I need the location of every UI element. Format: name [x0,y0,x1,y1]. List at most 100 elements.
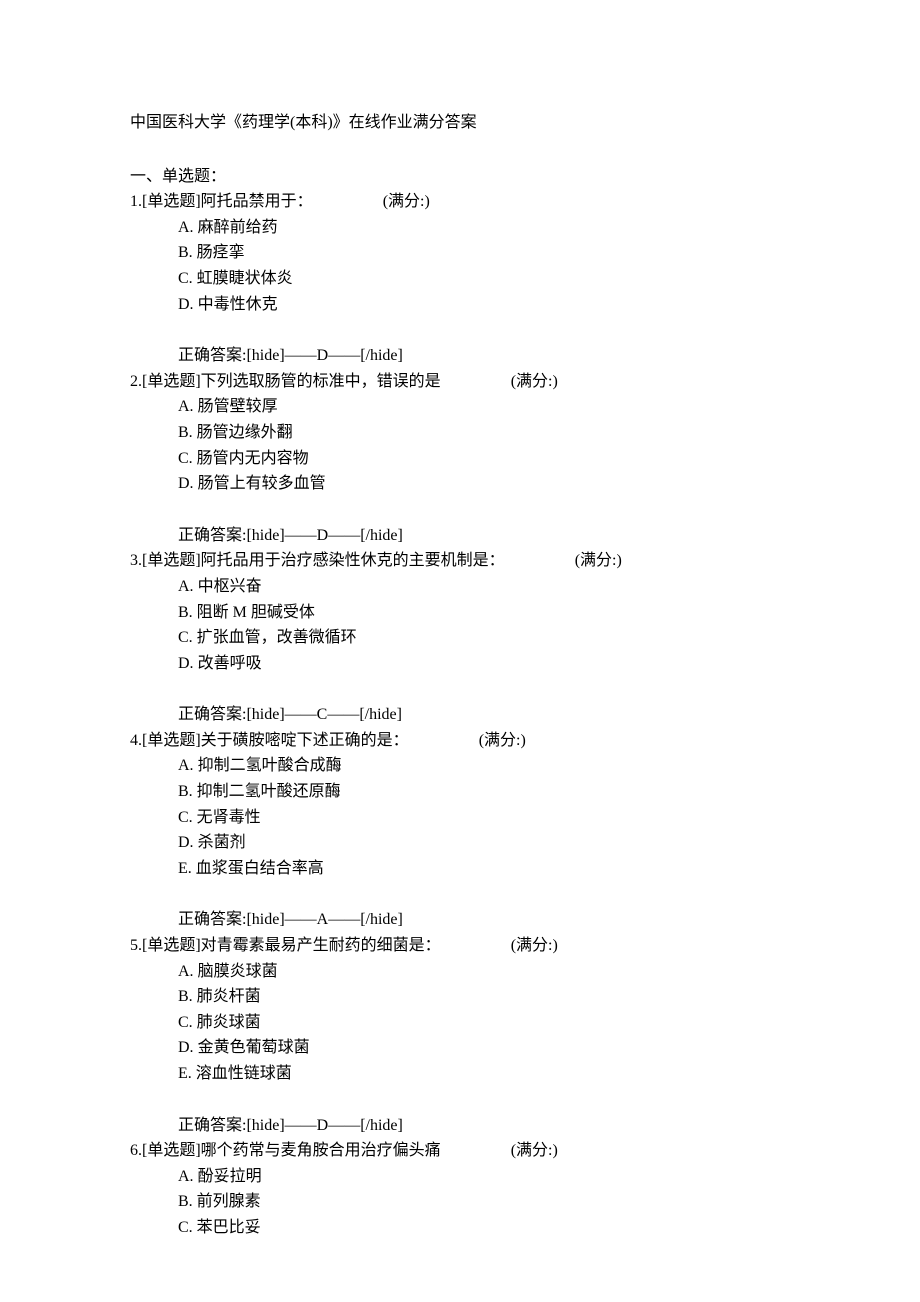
option-label: E. [178,1065,196,1082]
question-line: 2.[单选题]下列选取肠管的标准中，错误的是(满分:) [130,369,790,395]
question-line: 5.[单选题]对青霉素最易产生耐药的细菌是： (满分:) [130,933,790,959]
option-text: 扩张血管，改善微循环 [197,629,357,646]
question-line: 4.[单选题]关于磺胺嘧啶下述正确的是： (满分:) [130,728,790,754]
option: A. 肠管壁较厚 [130,394,790,420]
option-text: 改善呼吸 [198,655,262,672]
option: A. 中枢兴奋 [130,574,790,600]
option-text: 苯巴比妥 [197,1219,261,1236]
option: D. 中毒性休克 [130,292,790,318]
option: D. 杀菌剂 [130,830,790,856]
question-number: 5. [130,937,142,954]
question-line: 1.[单选题]阿托品禁用于： (满分:) [130,189,790,215]
option: A. 抑制二氢叶酸合成酶 [130,753,790,779]
question-type-label: [单选题] [142,193,201,210]
option-text: 中毒性休克 [198,296,278,313]
option: D. 金黄色葡萄球菌 [130,1035,790,1061]
option-label: A. [178,1168,198,1185]
question-text: 对青霉素最易产生耐药的细菌是： [201,937,441,954]
option-label: A. [178,219,198,236]
option-text: 肠痉挛 [197,244,245,261]
option-label: B. [178,783,197,800]
option-text: 无肾毒性 [197,809,261,826]
option-text: 虹膜睫状体炎 [197,270,293,287]
option-label: D. [178,296,198,313]
question-text: 下列选取肠管的标准中，错误的是 [201,373,441,390]
option-text: 麻醉前给药 [198,219,278,236]
questions-container: 1.[单选题]阿托品禁用于：(满分:)A. 麻醉前给药B. 肠痉挛C. 虹膜睫状… [130,189,790,1240]
question-type-label: [单选题] [142,373,201,390]
option-text: 酚妥拉明 [198,1168,262,1185]
option-label: B. [178,1193,197,1210]
question-line: 6.[单选题]哪个药常与麦角胺合用治疗偏头痛(满分:) [130,1138,790,1164]
option-label: D. [178,1039,198,1056]
option-text: 抑制二氢叶酸合成酶 [198,757,342,774]
option-label: D. [178,475,198,492]
option-text: 血浆蛋白结合率高 [196,860,324,877]
question-number: 3. [130,552,142,569]
option: C. 扩张血管，改善微循环 [130,625,790,651]
section-header: 一、单选题： [130,164,790,190]
option-label: D. [178,834,198,851]
option: C. 虹膜睫状体炎 [130,266,790,292]
question-type-label: [单选题] [142,937,201,954]
score-label: (满分:) [383,193,430,210]
option-text: 肺炎球菌 [197,1014,261,1031]
option-label: A. [178,963,198,980]
option-text: 肠管上有较多血管 [198,475,326,492]
question-number: 1. [130,193,142,210]
option-label: C. [178,450,197,467]
question-text: 阿托品用于治疗感染性休克的主要机制是： [201,552,505,569]
option: B. 阻断 M 胆碱受体 [130,600,790,626]
option: A. 麻醉前给药 [130,215,790,241]
option: E. 血浆蛋白结合率高 [130,856,790,882]
option-label: B. [178,424,197,441]
option: B. 前列腺素 [130,1189,790,1215]
option-label: E. [178,860,196,877]
option-label: C. [178,809,197,826]
option-text: 脑膜炎球菌 [198,963,278,980]
option-label: B. [178,988,197,1005]
answer-label: 正确答案:[hide]——C——[/hide] [130,702,790,728]
option-text: 肠管内无内容物 [197,450,309,467]
option: C. 无肾毒性 [130,805,790,831]
answer-label: 正确答案:[hide]——A——[/hide] [130,907,790,933]
option-text: 阻断 M 胆碱受体 [197,604,315,621]
option-label: A. [178,757,198,774]
option: C. 苯巴比妥 [130,1215,790,1241]
option: C. 肠管内无内容物 [130,446,790,472]
option-text: 金黄色葡萄球菌 [198,1039,310,1056]
option-label: D. [178,655,198,672]
option-text: 肠管边缘外翻 [197,424,293,441]
option-label: A. [178,578,198,595]
option: B. 肠管边缘外翻 [130,420,790,446]
answer-label: 正确答案:[hide]——D——[/hide] [130,523,790,549]
question-type-label: [单选题] [142,552,201,569]
score-label: (满分:) [511,937,558,954]
score-label: (满分:) [479,732,526,749]
question-type-label: [单选题] [142,732,201,749]
score-label: (满分:) [575,552,622,569]
option: C. 肺炎球菌 [130,1010,790,1036]
document-title: 中国医科大学《药理学(本科)》在线作业满分答案 [130,110,790,136]
option-text: 中枢兴奋 [198,578,262,595]
option: B. 抑制二氢叶酸还原酶 [130,779,790,805]
option-label: B. [178,244,197,261]
option: A. 酚妥拉明 [130,1164,790,1190]
answer-label: 正确答案:[hide]——D——[/hide] [130,1113,790,1139]
option-text: 肺炎杆菌 [197,988,261,1005]
answer-label: 正确答案:[hide]——D——[/hide] [130,343,790,369]
option: D. 改善呼吸 [130,651,790,677]
question-text: 关于磺胺嘧啶下述正确的是： [201,732,409,749]
option-text: 杀菌剂 [198,834,246,851]
option-text: 溶血性链球菌 [196,1065,292,1082]
question-type-label: [单选题] [142,1142,201,1159]
question-line: 3.[单选题]阿托品用于治疗感染性休克的主要机制是： (满分:) [130,548,790,574]
question-text: 阿托品禁用于： [201,193,313,210]
question-number: 6. [130,1142,142,1159]
option-text: 抑制二氢叶酸还原酶 [197,783,341,800]
option: B. 肠痉挛 [130,240,790,266]
option: E. 溶血性链球菌 [130,1061,790,1087]
question-number: 4. [130,732,142,749]
option-label: A. [178,398,198,415]
option-label: C. [178,1219,197,1236]
